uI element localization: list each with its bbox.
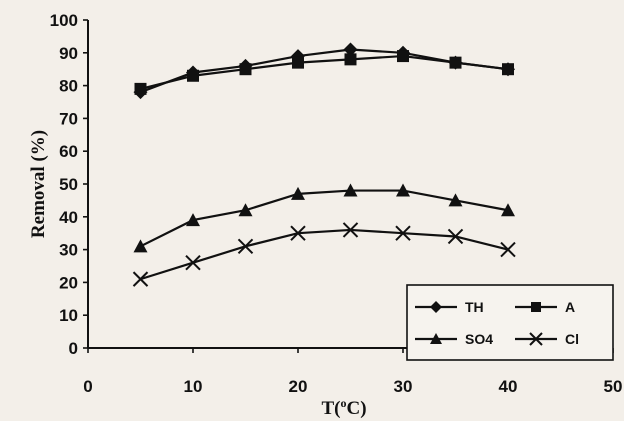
data-series	[132, 42, 516, 287]
y-tick-label-100: 100	[50, 11, 78, 30]
series-cl-line	[140, 228, 509, 281]
series-cl-point-2-stroke-b	[237, 238, 254, 255]
series-cl	[132, 222, 516, 287]
series-a-point-2	[239, 63, 252, 76]
series-cl-point-3-stroke-b	[290, 225, 306, 241]
series-a	[134, 50, 514, 95]
legend: TH A SO4 Cl	[406, 284, 614, 361]
series-a-point-6	[449, 56, 462, 69]
series-cl-point-1	[185, 255, 201, 271]
y-tick-label-60: 60	[59, 142, 78, 161]
y-tick-label-20: 20	[59, 273, 78, 292]
x-tick-label-30: 30	[394, 377, 413, 396]
series-so4-point-5	[396, 183, 410, 197]
series-cl-point-6-stroke-b	[447, 228, 464, 245]
series-cl-point-2	[237, 238, 254, 255]
series-cl-point-7-stroke-b	[500, 241, 516, 258]
x-tick-label-40: 40	[499, 377, 518, 396]
series-cl-point-4	[342, 222, 359, 238]
series-a-point-0	[134, 82, 147, 95]
y-tick-label-30: 30	[59, 241, 78, 260]
series-cl-point-0-stroke-b	[132, 271, 149, 287]
y-axis-title: Removal (%)	[28, 130, 49, 238]
series-cl-point-5	[395, 225, 411, 241]
series-cl-point-3	[290, 225, 306, 241]
series-so4-point-1	[186, 213, 200, 227]
y-tick-label-0: 0	[69, 339, 78, 358]
series-so4-point-4	[343, 183, 358, 197]
legend-label-so4: SO4	[465, 331, 493, 347]
axis-ticks: 0 10 20 30 40 50 60 70 80 90 100 0 10 20 30 40 50	[50, 11, 623, 396]
legend-marker-cl	[529, 332, 543, 346]
legend-marker-so4	[430, 333, 442, 344]
legend-label-cl: Cl	[565, 331, 579, 347]
y-tick-label-50: 50	[59, 175, 78, 194]
x-tick-label-10: 10	[184, 377, 203, 396]
x-axis-title-prefix: T(	[321, 398, 340, 419]
series-cl-point-0	[132, 271, 149, 287]
series-a-point-7	[502, 63, 514, 76]
y-tick-label-80: 80	[59, 77, 78, 96]
series-th-point-4	[343, 42, 358, 57]
series-so4-point-2	[238, 203, 253, 217]
legend-label-th: TH	[465, 299, 484, 315]
series-cl-point-5-stroke-b	[395, 225, 411, 241]
series-so4	[133, 183, 515, 253]
legend-marker-a	[531, 302, 541, 312]
legend-box	[406, 284, 614, 361]
series-so4-point-6	[448, 193, 463, 207]
series-a-point-4	[344, 53, 357, 66]
series-so4-line	[140, 189, 509, 248]
series-a-point-5	[397, 50, 409, 63]
x-tick-label-50: 50	[604, 377, 623, 396]
series-so4-point-3	[291, 186, 305, 200]
x-tick-label-0: 0	[83, 377, 92, 396]
series-cl-point-4-stroke-b	[342, 222, 359, 238]
series-so4-point-0	[133, 239, 148, 253]
series-so4-point-7	[501, 203, 515, 217]
series-a-point-1	[187, 69, 199, 82]
y-tick-label-70: 70	[59, 109, 78, 128]
series-cl-point-6	[447, 228, 464, 245]
x-axis-title: T(oC)	[321, 396, 366, 419]
x-axis-title-suffix: C)	[346, 398, 366, 419]
legend-marker-th	[430, 301, 442, 313]
x-tick-label-20: 20	[289, 377, 308, 396]
legend-marker-cl-stroke-b	[529, 332, 543, 346]
series-a-line	[140, 54, 509, 90]
series-a-point-3	[292, 56, 304, 69]
x-axis-title-degree: o	[340, 396, 346, 410]
y-tick-label-10: 10	[59, 306, 78, 325]
legend-label-a: A	[565, 299, 575, 315]
y-tick-label-40: 40	[59, 208, 78, 227]
series-cl-point-1-stroke-b	[185, 255, 201, 271]
y-tick-label-90: 90	[59, 44, 78, 63]
series-cl-point-7	[500, 241, 516, 258]
